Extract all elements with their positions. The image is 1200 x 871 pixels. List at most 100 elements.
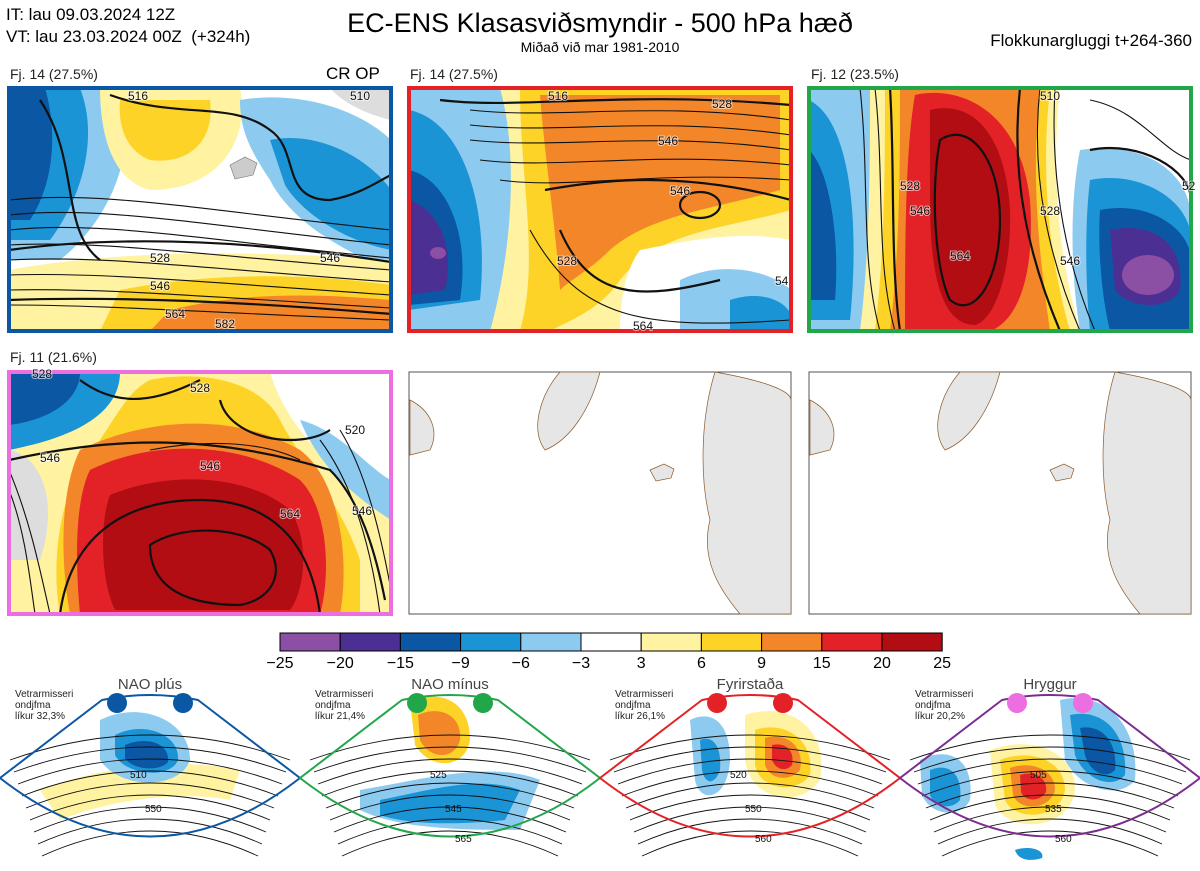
regime-contour	[29, 794, 271, 821]
regime-contour	[641, 830, 859, 857]
colorbar-segment	[399, 632, 462, 652]
contour-label: 528	[712, 97, 732, 111]
regime-stat-line: ondjfma	[315, 700, 351, 711]
regime-title: Fyrirstaða	[716, 676, 784, 693]
colorbar-tick-label: 3	[636, 655, 646, 672]
regime-contour	[333, 806, 567, 833]
regime-contour-label: 520	[730, 770, 747, 781]
contour-label: 528	[1040, 204, 1060, 218]
regime-contour	[13, 746, 287, 773]
regime-contour	[613, 746, 887, 773]
regime-contour	[25, 782, 275, 809]
regime-contour	[909, 734, 1191, 761]
regime-probability: Vetrarmisseri ondjfma líkur 20,2%	[915, 689, 973, 722]
colorbar-segment	[761, 632, 823, 652]
regime-contour	[929, 794, 1171, 821]
regime-contour-label: 505	[1030, 770, 1047, 781]
colorbar-segment	[520, 632, 582, 652]
regime-contour	[329, 794, 571, 821]
regime-marker-dot	[473, 693, 493, 713]
contour-label: 54	[775, 274, 789, 288]
regime-contour	[313, 746, 587, 773]
regime-contour	[317, 758, 583, 785]
regime-contour	[309, 734, 591, 761]
colorbar-segment	[339, 632, 401, 652]
regime-anomaly-fill	[1015, 847, 1043, 860]
contour-label: 516	[128, 89, 148, 103]
colorbar-tick-label: 9	[757, 655, 767, 672]
regime-anomaly-fill	[1020, 773, 1047, 800]
contour-label: 528	[150, 251, 170, 265]
colorbar-segment	[580, 632, 642, 652]
cluster-2-map	[409, 88, 791, 331]
regime-contour-label: 535	[1045, 804, 1062, 815]
contour-label: 510	[1040, 89, 1060, 103]
regime-stat-line: líkur 20,2%	[915, 711, 966, 722]
contour-label: 520	[345, 423, 365, 437]
colorbar-segment	[640, 632, 702, 652]
regime-contour	[621, 770, 879, 797]
regime-stat-line: líkur 26,1%	[615, 711, 666, 722]
regime-contour	[617, 758, 883, 785]
regime-contour	[41, 830, 259, 857]
regime-contour	[925, 782, 1175, 809]
contour-label: 546	[658, 134, 678, 148]
header-times: IT: lau 09.03.2024 12Z VT: lau 23.03.202…	[6, 4, 250, 48]
colorbar	[279, 632, 943, 652]
colorbar-segment	[700, 632, 763, 652]
empty-map-6	[808, 371, 1192, 615]
regime-stat-line: Vetrarmisseri	[315, 689, 374, 700]
contour-label: 546	[150, 279, 170, 293]
regime-anomaly-fill	[418, 711, 461, 755]
colorbar-tick-label: −20	[326, 655, 354, 672]
cluster-1-map	[9, 88, 391, 331]
cluster-4-label: Fj. 11 (21.6%)	[10, 349, 97, 365]
regime-marker-dot	[407, 693, 427, 713]
contour-label: 546	[1060, 254, 1080, 268]
colorbar-segment	[881, 632, 943, 652]
regime-stat-line: líkur 21,4%	[315, 711, 366, 722]
regime-frame	[0, 694, 302, 838]
regime-fan: 520 550 560	[598, 693, 902, 857]
contour-label: 564	[633, 319, 653, 333]
page-title: EC-ENS Klasasviðsmyndir - 500 hPa hæð	[347, 8, 853, 38]
regime-contour	[625, 782, 875, 809]
regime-title: Hryggur	[1023, 676, 1077, 693]
regime-stat-line: ondjfma	[615, 700, 651, 711]
regime-anomaly-fill	[40, 764, 240, 820]
regime-contour	[917, 758, 1183, 785]
regime-contour-label: 560	[1055, 834, 1072, 845]
contour-label: 564	[165, 307, 185, 321]
regime-contour	[609, 734, 891, 761]
regime-contour	[321, 770, 579, 797]
regime-panels: 510 550 525 545 565 520 550 560 505 535 560	[0, 693, 1200, 860]
regime-contour	[17, 758, 283, 785]
regime-contour-label: 550	[145, 804, 162, 815]
colorbar-tick-label: 15	[812, 655, 831, 672]
contour-label: 546	[910, 204, 930, 218]
contour-label: 582	[215, 317, 235, 331]
cluster-2-label: Fj. 14 (27.5%)	[410, 66, 498, 82]
regime-marker-dot	[1007, 693, 1027, 713]
regime-anomaly-fill	[380, 783, 520, 824]
contour-label: 546	[320, 251, 340, 265]
colorbar-tick-label: −25	[266, 655, 294, 672]
cluster-3-map	[809, 88, 1191, 331]
regime-contour	[33, 806, 267, 833]
regime-contour-label: 510	[130, 770, 147, 781]
cluster-window: Flokkunargluggi t+264-360	[990, 31, 1192, 50]
regime-contour	[637, 818, 863, 845]
contour-label: 510	[350, 89, 370, 103]
regime-contour-label: 545	[445, 804, 462, 815]
regime-stat-line: ondjfma	[915, 700, 951, 711]
regime-marker-dot	[773, 693, 793, 713]
regime-contour	[325, 782, 575, 809]
regime-frame	[598, 694, 902, 838]
colorbar-segment	[279, 632, 341, 652]
regime-contour	[913, 746, 1187, 773]
valid-time: VT: lau 23.03.2024 00Z (+324h)	[6, 27, 251, 46]
regime-contour	[9, 734, 291, 761]
regime-stat-line: Vetrarmisseri	[915, 689, 974, 700]
regime-contour	[341, 830, 559, 857]
regime-contour	[941, 830, 1159, 857]
